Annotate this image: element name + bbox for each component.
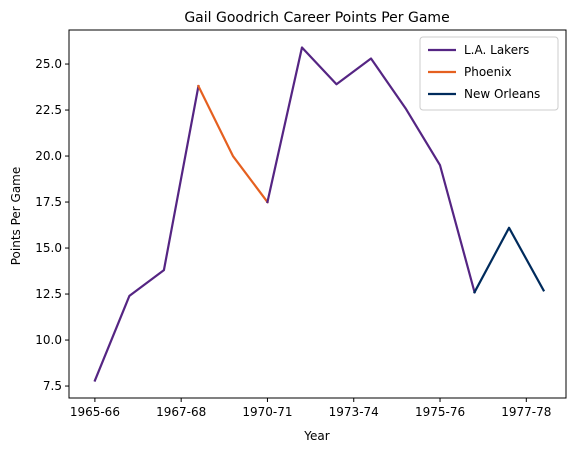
x-tick-label: 1965-66 (70, 405, 120, 419)
y-tick-label: 7.5 (43, 379, 62, 393)
y-tick-label: 22.5 (35, 103, 62, 117)
x-tick-label: 1973-74 (329, 405, 379, 419)
legend: L.A. Lakers Phoenix New Orleans (419, 36, 559, 111)
y-tick-label: 20.0 (35, 149, 62, 163)
chart-title: Gail Goodrich Career Points Per Game (184, 10, 449, 26)
series-line-phoenix-1 (196, 84, 269, 204)
y-tick-label: 10.0 (35, 333, 62, 347)
legend-box (419, 36, 559, 111)
x-tick-label: 1975-76 (415, 405, 465, 419)
x-tick-label: 1967-68 (156, 405, 206, 419)
axes-frame (68, 29, 567, 399)
legend-label-new-orleans: New Orleans (464, 87, 540, 101)
y-axis-label: Points Per Game (9, 167, 23, 266)
y-tick-label: 17.5 (35, 195, 62, 209)
x-axis-label: Year (303, 429, 329, 443)
x-tick-label: 1970-71 (242, 405, 292, 419)
series-line-new-orleans-3 (473, 226, 546, 294)
plot-area: 7.5 10.0 12.5 15.0 17.5 20.0 22.5 25.0 1965-66 19… (35, 29, 567, 419)
series-line-l-a-lakers-2 (266, 46, 476, 294)
legend-label-phoenix: Phoenix (464, 65, 512, 79)
legend-label-l-a-lakers: L.A. Lakers (464, 43, 529, 57)
series-line-l-a-lakers-0 (93, 84, 200, 382)
y-tick-label: 15.0 (35, 241, 62, 255)
y-tick-label: 25.0 (35, 57, 62, 71)
y-tick-label: 12.5 (35, 287, 62, 301)
x-tick-label: 1977-78 (501, 405, 551, 419)
